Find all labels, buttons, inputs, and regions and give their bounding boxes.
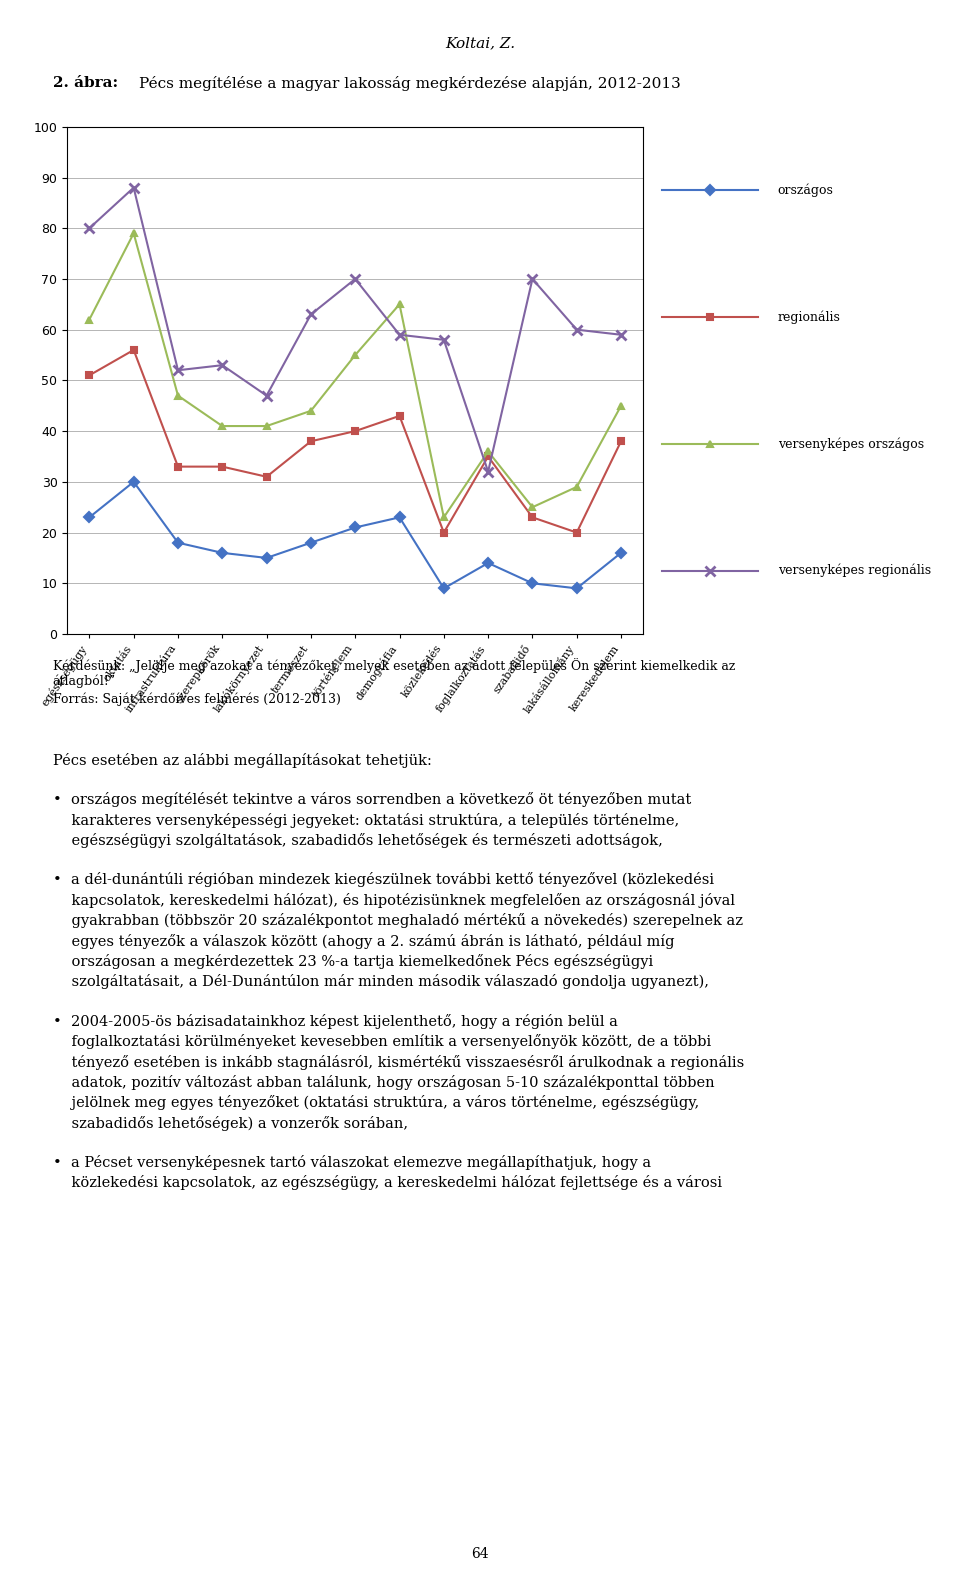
Text: Pécs esetében az alábbi megállapításokat tehetjük:

•  országos megítélését teki: Pécs esetében az alábbi megállapításokat…: [53, 753, 744, 1190]
Text: versenyképes regionális: versenyképes regionális: [778, 564, 931, 577]
Text: Kérdésünk: „Jelölje meg azokat a tényezőket, melyek esetében az adott település : Kérdésünk: „Jelölje meg azokat a tényező…: [53, 658, 735, 688]
Text: 64: 64: [471, 1547, 489, 1561]
Text: 2. ábra:: 2. ábra:: [53, 76, 118, 90]
Text: országos: országos: [778, 184, 833, 197]
Text: regionális: regionális: [778, 311, 840, 323]
Text: Pécs megítélése a magyar lakosság megkérdezése alapján, 2012-2013: Pécs megítélése a magyar lakosság megkér…: [139, 76, 681, 90]
Text: Forrás: Saját kérdőíves felmérés (2012-2013): Forrás: Saját kérdőíves felmérés (2012-2…: [53, 693, 341, 707]
Text: versenyképes országos: versenyképes országos: [778, 437, 924, 450]
Text: Koltai, Z.: Koltai, Z.: [444, 36, 516, 51]
